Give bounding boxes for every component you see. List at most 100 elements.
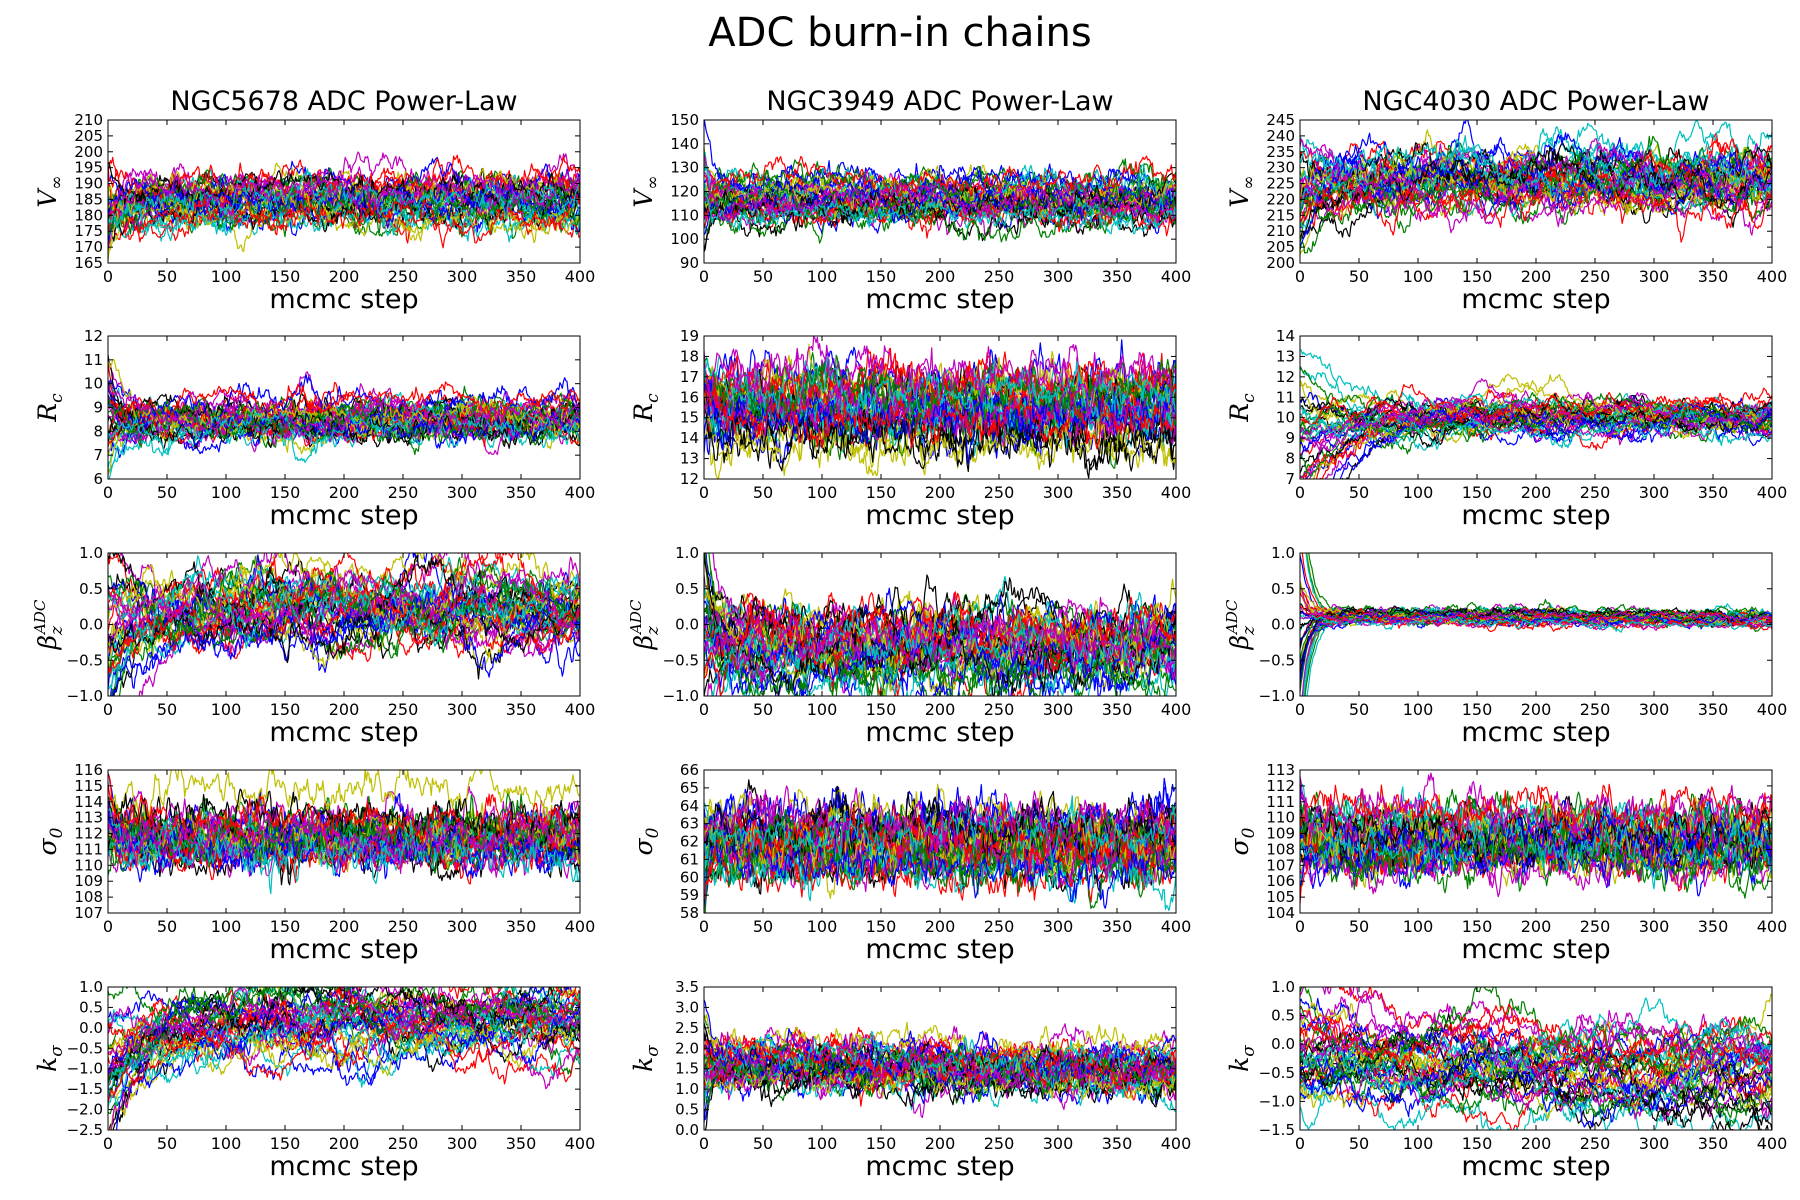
- x-tick-label: 350: [1698, 483, 1729, 502]
- y-tick-label: 106: [1266, 872, 1295, 890]
- x-axis-label: mcmc step: [1461, 1151, 1610, 1182]
- y-axis-label: Rc: [1225, 393, 1259, 423]
- column-title: NGC3949 ADC Power-Law: [766, 86, 1113, 117]
- x-tick-label: 300: [447, 483, 478, 502]
- x-tick-label: 100: [807, 700, 838, 719]
- x-axis-label: mcmc step: [865, 284, 1014, 315]
- y-tick-label: −1.0: [1259, 1092, 1295, 1110]
- y-tick-label: −0.5: [67, 651, 103, 669]
- y-tick-label: 1.0: [79, 544, 103, 562]
- walker-traces: [1300, 773, 1772, 903]
- x-axis-label: mcmc step: [269, 1151, 418, 1182]
- x-tick-label: 50: [157, 267, 177, 286]
- y-tick-label: 230: [1266, 159, 1295, 177]
- y-tick-label: 111: [1266, 793, 1295, 811]
- x-tick-label: 300: [447, 700, 478, 719]
- x-tick-label: 0: [699, 483, 709, 502]
- y-axis-label: βzADC: [1223, 599, 1259, 650]
- y-tick-label: −2.0: [67, 1101, 103, 1119]
- x-tick-label: 350: [1698, 917, 1729, 936]
- y-tick-label: 0.0: [675, 616, 699, 634]
- x-tick-label: 400: [1161, 483, 1192, 502]
- y-tick-label: 6: [93, 470, 103, 488]
- x-tick-label: 300: [1043, 1134, 1074, 1153]
- x-tick-label: 0: [1295, 483, 1305, 502]
- y-tick-label: 2.5: [675, 1019, 699, 1037]
- x-tick-label: 300: [447, 1134, 478, 1153]
- x-tick-label: 50: [753, 483, 773, 502]
- y-tick-label: 200: [1266, 254, 1295, 272]
- y-tick-label: 112: [74, 825, 103, 843]
- x-tick-label: 350: [506, 917, 537, 936]
- y-tick-label: 215: [1266, 206, 1295, 224]
- x-tick-label: 100: [1403, 917, 1434, 936]
- y-tick-label: 14: [1276, 327, 1295, 345]
- y-tick-label: −1.0: [663, 687, 699, 705]
- y-tick-label: 110: [1266, 809, 1295, 827]
- y-tick-label: 225: [1266, 175, 1295, 193]
- walker-traces: [704, 336, 1176, 481]
- x-axis-label: mcmc step: [1461, 284, 1610, 315]
- y-tick-label: 113: [1266, 761, 1295, 779]
- x-tick-label: 400: [1757, 700, 1788, 719]
- x-tick-label: 50: [1349, 917, 1369, 936]
- x-tick-label: 0: [699, 267, 709, 286]
- y-tick-label: 66: [680, 761, 699, 779]
- x-tick-label: 0: [1295, 1134, 1305, 1153]
- y-tick-label: 105: [1266, 888, 1295, 906]
- x-axis-label: mcmc step: [865, 934, 1014, 965]
- walker-traces: [1300, 967, 1772, 1147]
- y-tick-label: 12: [680, 470, 699, 488]
- y-tick-label: 7: [1285, 470, 1295, 488]
- x-tick-label: 50: [1349, 483, 1369, 502]
- x-tick-label: 400: [1161, 917, 1192, 936]
- y-tick-label: 16: [680, 388, 699, 406]
- y-axis-label: σ0: [33, 827, 67, 855]
- y-tick-label: 110: [670, 206, 699, 224]
- y-tick-label: −1.0: [67, 687, 103, 705]
- y-tick-label: 195: [74, 159, 103, 177]
- y-tick-label: 120: [670, 183, 699, 201]
- x-tick-label: 0: [1295, 917, 1305, 936]
- y-tick-label: 0.0: [1271, 616, 1295, 634]
- walker-traces: [1300, 349, 1772, 581]
- x-tick-label: 100: [211, 267, 242, 286]
- x-tick-label: 350: [506, 700, 537, 719]
- x-tick-label: 300: [1043, 267, 1074, 286]
- y-tick-label: 111: [74, 840, 103, 858]
- y-tick-label: 180: [74, 206, 103, 224]
- y-axis-label: βzADC: [627, 599, 663, 650]
- y-tick-label: 190: [74, 175, 103, 193]
- x-axis-label: mcmc step: [1461, 717, 1610, 748]
- y-tick-label: 104: [1266, 904, 1295, 922]
- x-axis-label: mcmc step: [865, 1151, 1014, 1182]
- walker-traces: [704, 778, 1176, 926]
- x-tick-label: 400: [565, 1134, 596, 1153]
- y-tick-label: −0.5: [1259, 1064, 1295, 1082]
- x-tick-label: 350: [1102, 483, 1133, 502]
- x-tick-label: 350: [1102, 1134, 1133, 1153]
- y-tick-label: 8: [93, 422, 103, 440]
- y-tick-label: 108: [74, 888, 103, 906]
- y-tick-label: 1.0: [1271, 544, 1295, 562]
- walker-line: [1300, 456, 1772, 624]
- x-tick-label: 100: [807, 1134, 838, 1153]
- panel-ngc4030-row2: 0 50 100 150 200 250 300 350 4007891011121314mcm…: [1225, 327, 1787, 582]
- y-tick-label: 107: [1266, 856, 1295, 874]
- y-tick-label: 10: [84, 375, 103, 393]
- x-tick-label: 300: [1043, 917, 1074, 936]
- x-tick-label: 400: [565, 483, 596, 502]
- y-axis-label: kσ: [1225, 1045, 1259, 1072]
- walker-traces: [1300, 119, 1772, 255]
- y-tick-label: 13: [680, 450, 699, 468]
- y-axis-label: V∞: [1225, 175, 1259, 207]
- y-tick-label: 9: [93, 399, 103, 417]
- x-tick-label: 350: [1102, 917, 1133, 936]
- x-tick-label: 0: [699, 700, 709, 719]
- y-tick-label: 205: [74, 127, 103, 145]
- x-tick-label: 50: [753, 1134, 773, 1153]
- walker-traces: [704, 1000, 1176, 1144]
- x-tick-label: 300: [1043, 483, 1074, 502]
